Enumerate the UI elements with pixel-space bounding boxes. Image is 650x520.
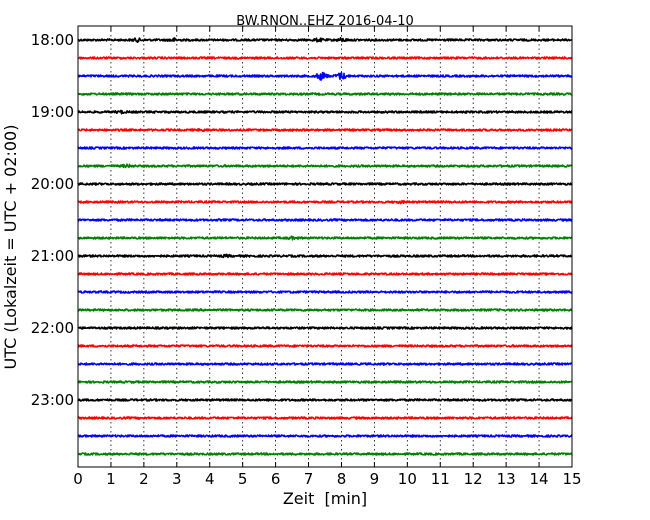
trace-line-1915 — [77, 128, 573, 133]
x-tick-label: 7 — [304, 470, 314, 488]
trace-line-1800 — [77, 37, 573, 43]
trace-line-2015 — [77, 199, 573, 205]
x-tick-label: 13 — [497, 470, 516, 488]
trace-line-2330 — [77, 434, 573, 438]
x-tick-label: 14 — [530, 470, 549, 488]
x-tick-label: 9 — [370, 470, 380, 488]
trace-line-2300 — [77, 398, 573, 402]
x-tick-label: 1 — [106, 470, 116, 488]
y-axis-label: UTC (Lokalzeit = UTC + 02:00) — [1, 125, 20, 370]
trace-line-2100 — [77, 253, 573, 259]
x-tick-label: 6 — [271, 470, 281, 488]
trace-line-2030 — [77, 218, 573, 222]
x-tick-label: 10 — [398, 470, 417, 488]
trace-line-2230 — [77, 362, 573, 366]
grid-lines — [110, 26, 540, 467]
trace-line-1830 — [77, 71, 573, 82]
x-tick-label: 15 — [562, 470, 581, 488]
plot-frame — [77, 25, 573, 468]
y-tick-label: 22:00 — [31, 319, 74, 337]
x-tick-label: 4 — [205, 470, 215, 488]
x-tick-label: 0 — [73, 470, 83, 488]
trace-line-2200 — [77, 326, 573, 330]
x-tick-label: 8 — [337, 470, 347, 488]
x-axis-label: Zeit [min] — [283, 489, 367, 508]
chart-title: BW.RNON..EHZ 2016-04-10 — [236, 14, 414, 29]
x-tick-label: 11 — [431, 470, 450, 488]
trace-lines — [77, 37, 573, 456]
trace-line-2045 — [77, 235, 573, 241]
trace-line-2130 — [77, 290, 573, 294]
trace-line-2000 — [77, 182, 573, 186]
x-tick-label: 5 — [238, 470, 248, 488]
trace-line-2115 — [77, 272, 573, 276]
trace-line-1900 — [77, 109, 573, 115]
trace-line-2315 — [77, 416, 573, 420]
trace-line-1945 — [77, 163, 573, 169]
y-tick-label: 21:00 — [31, 247, 74, 265]
x-tick-label: 3 — [172, 470, 182, 488]
trace-line-1815 — [77, 56, 573, 60]
x-tick-label: 12 — [464, 470, 483, 488]
y-tick-label: 23:00 — [31, 391, 74, 409]
trace-line-1930 — [77, 146, 573, 150]
y-tick-label: 18:00 — [31, 31, 74, 49]
trace-line-1845 — [77, 92, 573, 96]
y-tick-label: 20:00 — [31, 175, 74, 193]
x-axis-ticks: 0 1 2 3 4 5 6 7 8 9 10 11 12 13 14 15 — [73, 26, 582, 488]
trace-line-2145 — [77, 308, 573, 312]
trace-line-2215 — [77, 344, 573, 348]
trace-line-2345 — [77, 452, 573, 456]
x-tick-label: 2 — [139, 470, 149, 488]
y-axis-ticks: 18:00 19:00 20:00 21:00 22:00 23:00 — [31, 31, 572, 409]
trace-line-2245 — [77, 380, 573, 384]
y-tick-label: 19:00 — [31, 103, 74, 121]
